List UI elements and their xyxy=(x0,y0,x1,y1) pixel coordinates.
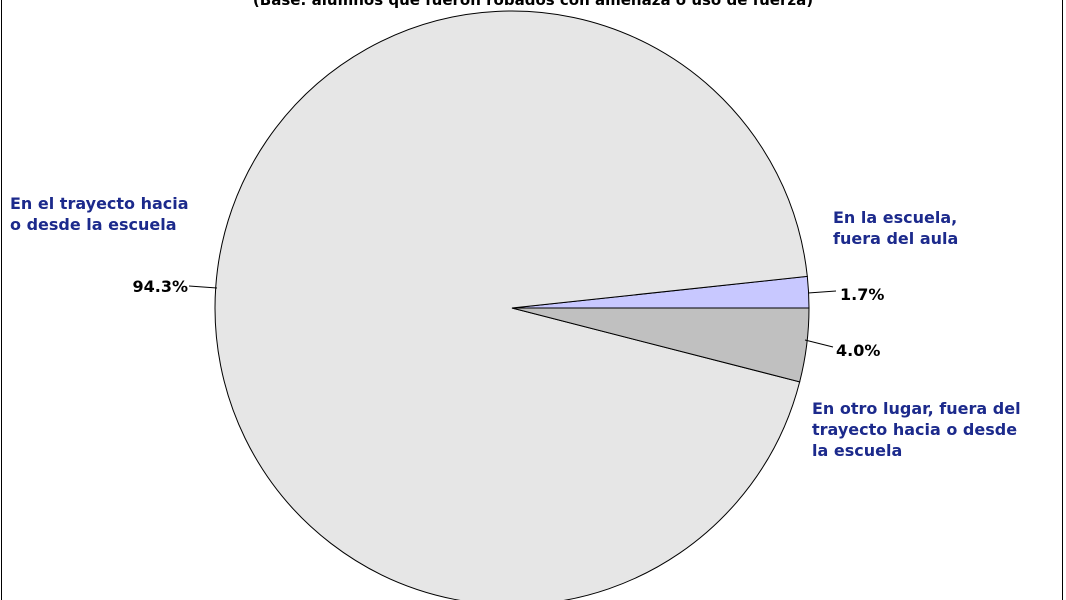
pie-slice xyxy=(511,307,810,383)
pie xyxy=(214,10,810,600)
leader-line xyxy=(188,285,218,289)
slice-label: En la escuela, fuera del aula xyxy=(833,208,959,248)
value-label: 1.7% xyxy=(840,285,885,304)
subtitle: (Base: alumnos que fueron robados con am… xyxy=(252,0,814,9)
slice-label: En otro lugar, fuera del trayecto hacia … xyxy=(812,399,1021,460)
leader-line xyxy=(804,339,834,348)
pie-slice xyxy=(214,10,808,600)
leader-line xyxy=(807,290,837,294)
slice-label: En el trayecto hacia o desde la escuela xyxy=(10,194,189,234)
value-label: 94.3% xyxy=(132,277,188,296)
value-label: 4.0% xyxy=(836,341,881,360)
